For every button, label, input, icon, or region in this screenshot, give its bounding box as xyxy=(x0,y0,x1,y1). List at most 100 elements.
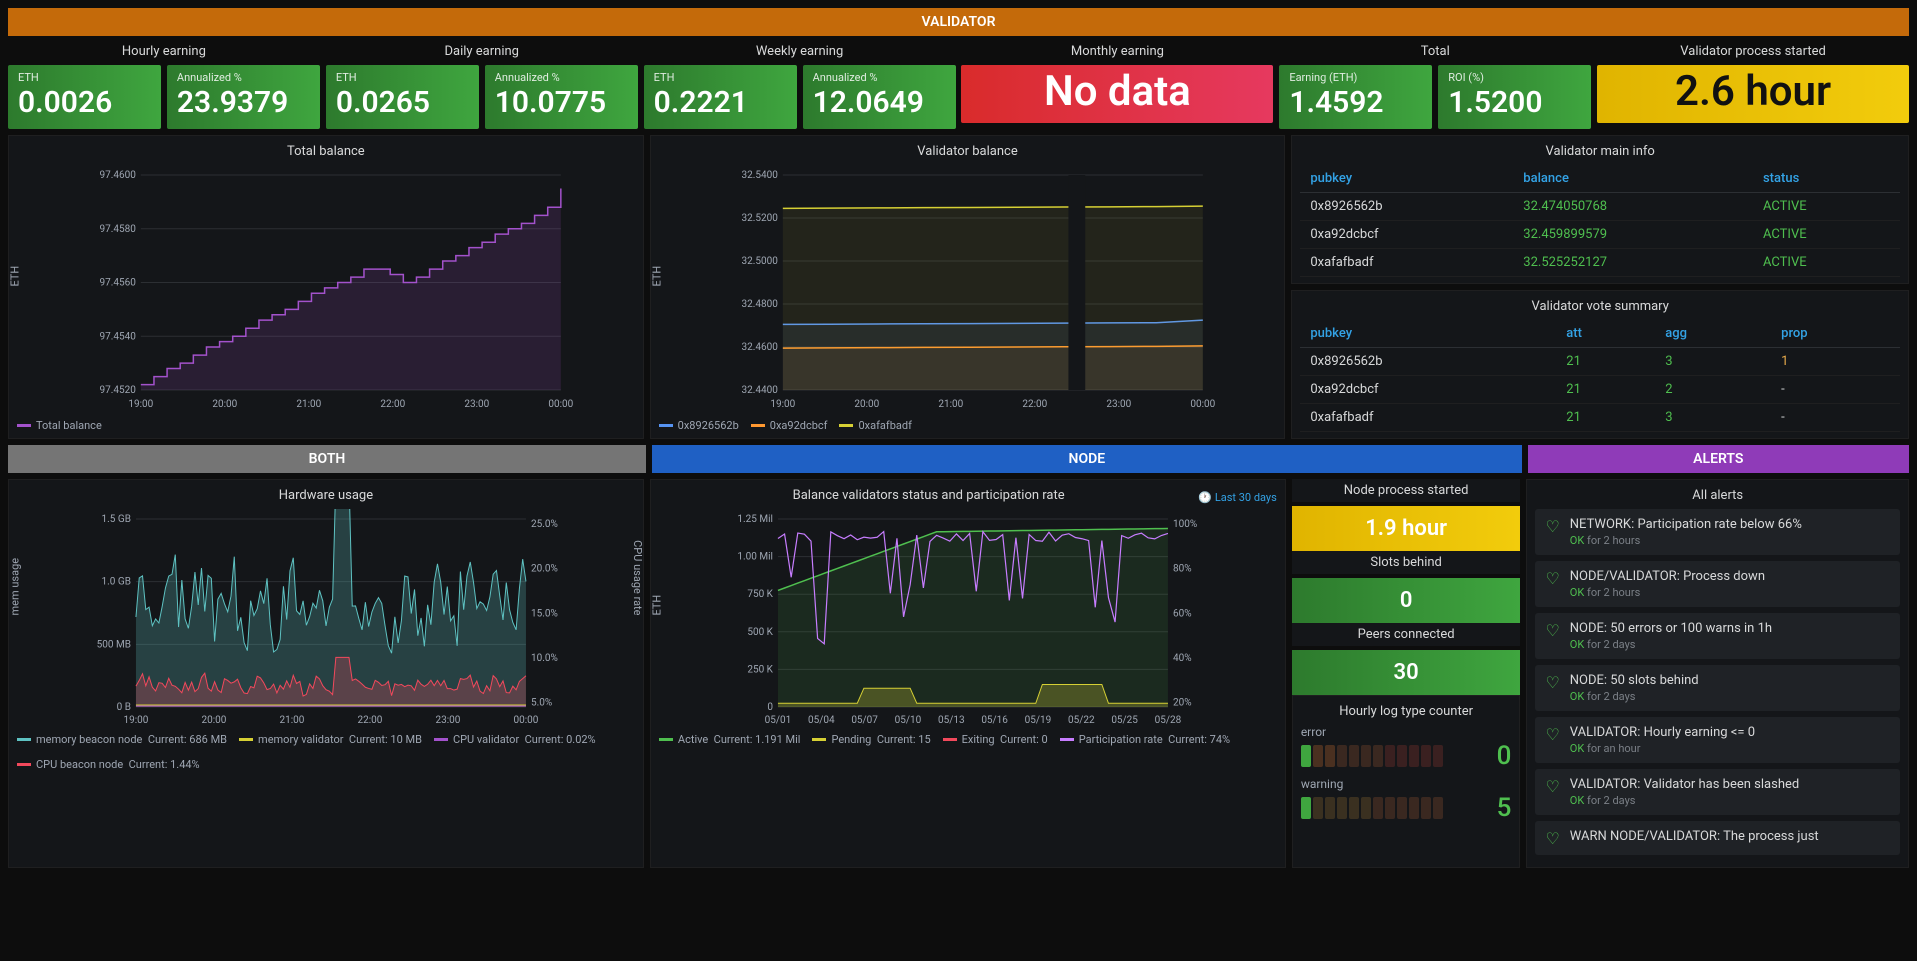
alert-item[interactable]: ♡VALIDATOR: Hourly earning <= 0OK for an… xyxy=(1535,717,1900,763)
daily-eth-stat: ETH 0.0265 xyxy=(326,65,479,129)
bar-cell xyxy=(1349,745,1359,767)
table-row[interactable]: 0xa92dcbcf212- xyxy=(1300,376,1900,404)
legend-item[interactable]: Pending Current: 15 xyxy=(812,733,930,746)
legend-item[interactable]: 0xa92dcbcf xyxy=(751,419,828,432)
validator-process-panel: Validator process started 2.6 hour xyxy=(1597,42,1909,129)
svg-text:25.0%: 25.0% xyxy=(531,519,558,530)
mini-title: Peers connected xyxy=(1292,623,1521,646)
svg-text:22:00: 22:00 xyxy=(1022,399,1047,410)
bar-cell xyxy=(1361,797,1371,819)
bar-cell xyxy=(1325,797,1335,819)
svg-text:97.4600: 97.4600 xyxy=(99,170,136,181)
table-header[interactable]: att xyxy=(1556,320,1655,348)
alert-item[interactable]: ♡NODE: 50 slots behindOK for 2 days xyxy=(1535,665,1900,711)
table-header[interactable]: agg xyxy=(1655,320,1771,348)
svg-text:40%: 40% xyxy=(1173,653,1192,664)
bar-cell xyxy=(1337,797,1347,819)
stat-value: 23.9379 xyxy=(177,86,310,119)
legend-item[interactable]: CPU beacon node Current: 1.44% xyxy=(17,758,200,771)
table-row[interactable]: 0xafafbadf213- xyxy=(1300,404,1900,432)
stat-value: 0.2221 xyxy=(654,86,787,119)
bottom-panels-row: Hardware usage mem usage CPU usage rate … xyxy=(8,479,1909,868)
validator-balance-chart[interactable]: 32.440032.460032.480032.500032.520032.54… xyxy=(659,165,1277,415)
panel-title: Monthly earning xyxy=(961,42,1273,65)
bar-cell xyxy=(1373,797,1383,819)
table-row[interactable]: 0x8926562b2131 xyxy=(1300,348,1900,376)
svg-text:32.5400: 32.5400 xyxy=(741,170,778,181)
table-row[interactable]: 0xa92dcbcf32.459899579ACTIVE xyxy=(1300,221,1900,249)
panel-title: Validator process started xyxy=(1597,42,1909,65)
table-header[interactable]: status xyxy=(1753,165,1900,193)
participation-panel[interactable]: Balance validators status and participat… xyxy=(650,479,1286,868)
time-range-link[interactable]: 🕐 Last 30 days xyxy=(1198,491,1276,504)
weekly-earning-panel: Weekly earning ETH 0.2221 Annualized % 1… xyxy=(644,42,956,129)
section-header-alerts[interactable]: ALERTS xyxy=(1528,445,1909,473)
hardware-panel[interactable]: Hardware usage mem usage CPU usage rate … xyxy=(8,479,644,868)
legend: Total balance xyxy=(17,415,635,432)
y-axis-label: ETH xyxy=(9,266,22,287)
svg-text:21:00: 21:00 xyxy=(296,399,321,410)
legend-item[interactable]: 0xafafbadf xyxy=(839,419,911,432)
svg-text:500 MB: 500 MB xyxy=(97,639,131,650)
table-header[interactable]: prop xyxy=(1771,320,1900,348)
total-eth-stat: Earning (ETH) 1.4592 xyxy=(1279,65,1432,129)
bar-cell xyxy=(1373,745,1383,767)
section-header-both[interactable]: BOTH xyxy=(8,445,646,473)
panel-title: Hourly log type counter xyxy=(1301,702,1512,725)
stat-value: 2.6 hour xyxy=(1607,69,1899,115)
svg-text:97.4560: 97.4560 xyxy=(99,278,136,289)
total-balance-chart[interactable]: 97.452097.454097.456097.458097.460019:00… xyxy=(17,165,635,415)
stat-value: 1.5200 xyxy=(1448,86,1581,119)
y-left-label: mem usage xyxy=(9,558,22,616)
stat-value: 10.0775 xyxy=(495,86,628,119)
legend-item[interactable]: 0x8926562b xyxy=(659,419,739,432)
svg-text:97.4580: 97.4580 xyxy=(99,224,136,235)
error-bar-row: 0 xyxy=(1301,741,1512,771)
bar-cell xyxy=(1349,797,1359,819)
error-bars xyxy=(1301,745,1476,767)
warning-bars xyxy=(1301,797,1476,819)
peers-panel: Peers connected 30 xyxy=(1292,623,1521,695)
participation-chart[interactable]: 0250 K500 K750 K1.00 Mil1.25 Mil100%80%6… xyxy=(659,509,1277,729)
svg-text:22:00: 22:00 xyxy=(380,399,405,410)
hardware-chart[interactable]: 0 B500 MB1.0 GB1.5 GB25.0%20.0%15.0%10.0… xyxy=(17,509,635,729)
node-process-value: 1.9 hour xyxy=(1292,506,1521,551)
heart-icon: ♡ xyxy=(1545,569,1559,587)
svg-text:00:00: 00:00 xyxy=(548,399,573,410)
table-row[interactable]: 0x8926562b32.474050768ACTIVE xyxy=(1300,193,1900,221)
legend-item[interactable]: Total balance xyxy=(17,419,102,432)
total-balance-panel[interactable]: Total balance ETH 97.452097.454097.45609… xyxy=(8,135,644,439)
total-roi-stat: ROI (%) 1.5200 xyxy=(1438,65,1591,129)
validator-balance-panel[interactable]: Validator balance ETH 32.440032.460032.4… xyxy=(650,135,1286,439)
stat-value: 0.0265 xyxy=(336,86,469,119)
alert-item[interactable]: ♡NODE: 50 errors or 100 warns in 1hOK fo… xyxy=(1535,613,1900,659)
svg-text:32.4400: 32.4400 xyxy=(741,385,778,396)
bar-cell xyxy=(1421,797,1431,819)
panel-title: Daily earning xyxy=(326,42,638,65)
y-axis-label: ETH xyxy=(650,266,663,287)
table-header[interactable]: balance xyxy=(1513,165,1753,193)
table-row[interactable]: 0xafafbadf32.525252127ACTIVE xyxy=(1300,249,1900,277)
alert-item[interactable]: ♡NODE/VALIDATOR: Process downOK for 2 ho… xyxy=(1535,561,1900,607)
legend-item[interactable]: memory beacon node Current: 686 MB xyxy=(17,733,227,746)
mini-title: Slots behind xyxy=(1292,551,1521,574)
section-header-validator[interactable]: VALIDATOR xyxy=(8,8,1909,36)
panel-title: Weekly earning xyxy=(644,42,956,65)
alert-item[interactable]: ♡NETWORK: Participation rate below 66%OK… xyxy=(1535,509,1900,555)
legend-item[interactable]: CPU validator Current: 0.02% xyxy=(434,733,596,746)
legend-item[interactable]: Participation rate Current: 74% xyxy=(1060,733,1230,746)
bar-cell xyxy=(1301,797,1311,819)
table-header[interactable]: pubkey xyxy=(1300,320,1556,348)
svg-text:32.4600: 32.4600 xyxy=(741,342,778,353)
vote-summary-table: pubkeyattaggprop0x8926562b21310xa92dcbcf… xyxy=(1300,320,1900,432)
bar-cell xyxy=(1409,745,1419,767)
alert-item[interactable]: ♡WARN NODE/VALIDATOR: The process just xyxy=(1535,821,1900,855)
legend-item[interactable]: memory validator Current: 10 MB xyxy=(239,733,422,746)
section-header-node[interactable]: NODE xyxy=(652,445,1522,473)
svg-text:80%: 80% xyxy=(1173,564,1192,575)
alert-item[interactable]: ♡VALIDATOR: Validator has been slashedOK… xyxy=(1535,769,1900,815)
legend-item[interactable]: Exiting Current: 0 xyxy=(943,733,1048,746)
legend-item[interactable]: Active Current: 1.191 Mil xyxy=(659,733,801,746)
y-left-label: ETH xyxy=(650,595,663,616)
table-header[interactable]: pubkey xyxy=(1300,165,1513,193)
